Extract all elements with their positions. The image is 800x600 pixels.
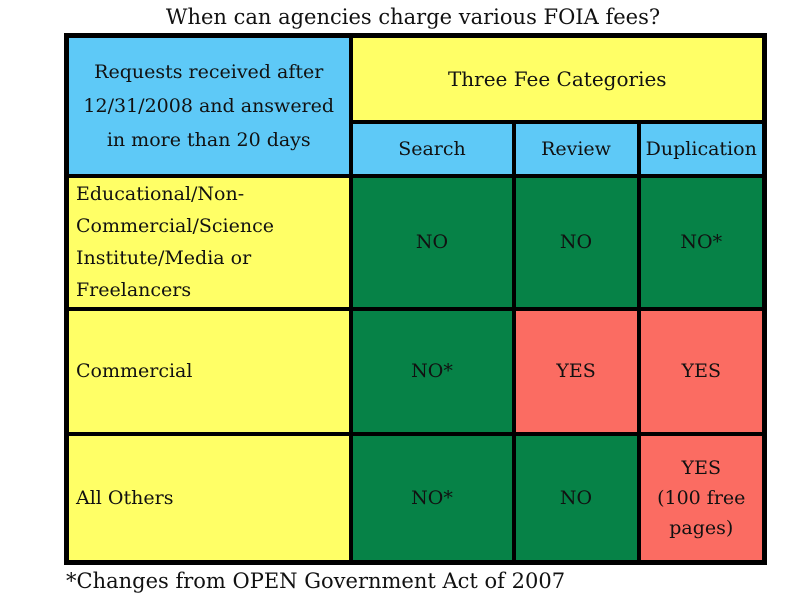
- fee-cell: NO*: [348, 306, 516, 436]
- row-label-cell: Educational/Non- Commercial/Science Inst…: [64, 173, 353, 311]
- fee-cell: NO: [511, 431, 641, 565]
- fee-cell: YES (100 free pages): [636, 431, 767, 565]
- row-label-cell: Commercial: [64, 306, 353, 436]
- table-row: Educational/Non- Commercial/Science Inst…: [64, 173, 767, 311]
- corner-header-cell: Requests received after 12/31/2008 and a…: [64, 33, 353, 178]
- column-header-duplication: Duplication: [636, 119, 767, 178]
- fee-cell: NO*: [636, 173, 767, 311]
- fee-cell: YES: [636, 306, 767, 436]
- table-row: Commercial NO* YES YES: [64, 306, 767, 436]
- fee-cell: NO*: [348, 431, 516, 565]
- page-title: When can agencies charge various FOIA fe…: [165, 5, 661, 29]
- fee-cell: NO: [348, 173, 516, 311]
- table-row: All Others NO* NO YES (100 free pages): [64, 431, 767, 565]
- row-label-cell: All Others: [64, 431, 353, 565]
- column-header-review: Review: [511, 119, 641, 178]
- column-header-search: Search: [348, 119, 516, 178]
- fee-cell: YES: [511, 306, 641, 436]
- footnote: *Changes from OPEN Government Act of 200…: [66, 569, 566, 593]
- fee-cell: NO: [511, 173, 641, 311]
- fee-table: Requests received after 12/31/2008 and a…: [64, 33, 767, 565]
- group-header-cell: Three Fee Categories: [348, 33, 767, 124]
